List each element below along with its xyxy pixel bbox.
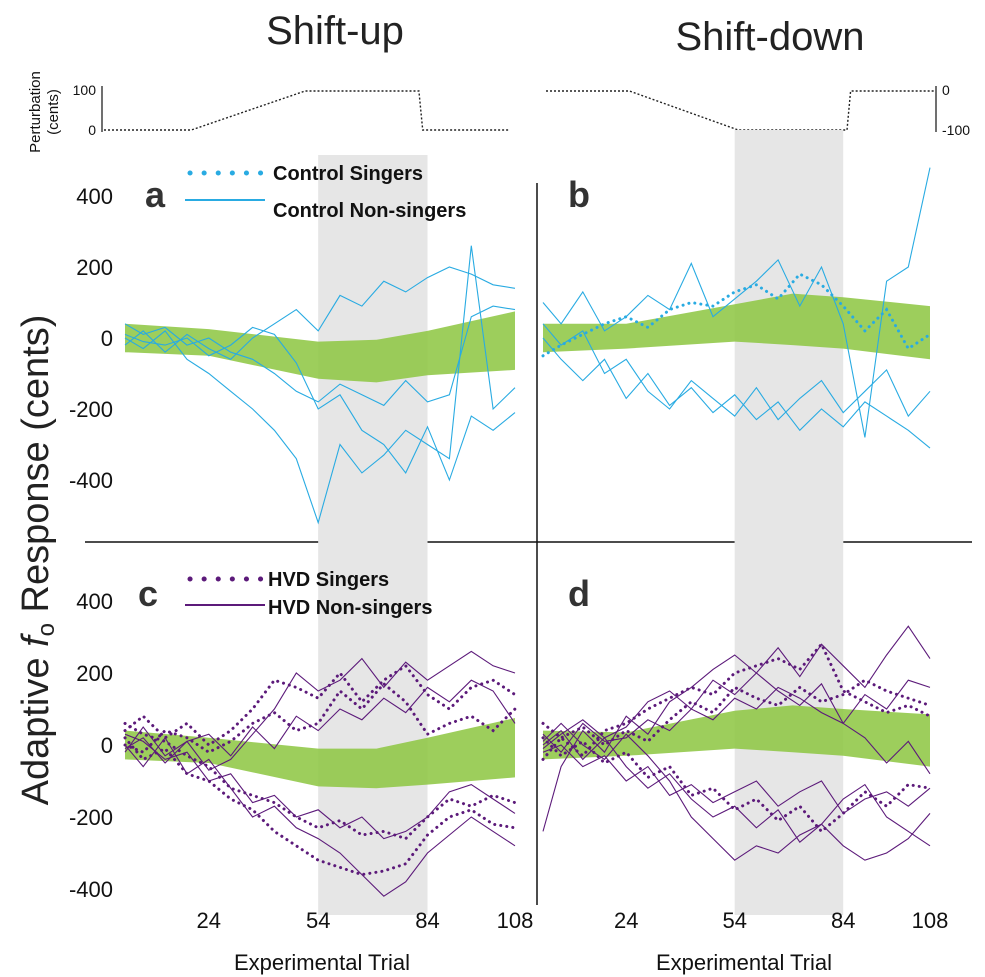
panel-c: [123, 530, 517, 915]
panel-letter-b: b: [568, 174, 590, 215]
legend-control: Control Singers Control Non-singers: [185, 163, 466, 222]
x-ticks-right: 24 54 84 108: [614, 908, 948, 933]
y-tick-label: -200: [69, 397, 113, 422]
series-line-d-8: [542, 672, 931, 775]
y-tick-label: -400: [69, 468, 113, 493]
column-title-shift-up: Shift-up: [266, 9, 404, 53]
legend-label-control-non-singers: Control Non-singers: [273, 200, 466, 222]
perturbation-label-line2: (cents): [45, 89, 62, 135]
series-line-d-0: [541, 641, 932, 761]
series-line-a-1: [124, 266, 516, 360]
x-tick-label: 84: [415, 908, 439, 933]
y-tick-label: -400: [69, 877, 113, 902]
series-line-c-2: [123, 663, 517, 747]
series-line-d-7: [542, 722, 931, 861]
x-tick-label: 24: [197, 908, 221, 933]
panel-d: [541, 530, 932, 915]
perturbation-axis-label: Perturbation (cents): [27, 71, 62, 153]
panel-b: [541, 130, 932, 545]
x-ticks-left: 24 54 84 108: [197, 908, 534, 933]
panel-a: [124, 155, 516, 540]
series-line-d-6: [542, 744, 931, 815]
normative-band: [125, 718, 515, 789]
y-tick-label: 0: [101, 326, 113, 351]
y-tick-label: 200: [76, 255, 113, 280]
series-line-c-7: [124, 679, 516, 764]
series-line-c-5: [124, 736, 516, 897]
legend-label-hvd-singers: HVD Singers: [268, 569, 389, 591]
series-line-c-3: [123, 681, 517, 754]
perturbation-tick-minus100: -100: [942, 122, 970, 138]
y-tick-label: 200: [76, 661, 113, 686]
y-tick-label: 400: [76, 184, 113, 209]
y-ticks-bottom: 400 200 0 -200 -400: [69, 589, 113, 902]
x-tick-label: 54: [722, 908, 746, 933]
x-axis-label-right: Experimental Trial: [656, 950, 832, 975]
perturbation-tick-0: 0: [88, 122, 96, 138]
x-tick-label: 24: [614, 908, 638, 933]
series-line-b-0: [541, 272, 932, 358]
y-ticks-top: 400 200 0 -200 -400: [69, 184, 113, 493]
legend-label-hvd-non-singers: HVD Non-singers: [268, 597, 432, 619]
normative-band: [543, 293, 930, 360]
normative-band: [125, 311, 515, 383]
series-line-b-1: [542, 167, 931, 438]
series-line-c-6: [124, 733, 516, 840]
series-line-d-1: [541, 736, 932, 834]
normative-band: [543, 705, 930, 767]
panel-letter-c: c: [138, 573, 158, 614]
panel-letter-a: a: [145, 174, 166, 215]
perturbation-trace: [546, 90, 934, 131]
perturbation-tick-100: 100: [73, 82, 97, 98]
series-line-b-3: [542, 323, 931, 421]
series-line-a-0: [124, 305, 516, 407]
y-axis-label: Adaptive fo Response (cents): [15, 315, 60, 806]
perturbation-label-line1: Perturbation: [27, 71, 44, 153]
y-tick-label: -200: [69, 805, 113, 830]
x-axis-label-left: Experimental Trial: [234, 950, 410, 975]
y-tick-label: 400: [76, 589, 113, 614]
perturbation-plot-shift-up: 100 0: [73, 82, 510, 138]
series-line-a-3: [124, 326, 516, 482]
x-tick-label: 108: [912, 908, 949, 933]
series-line-d-3: [542, 625, 931, 832]
legend-label-control-singers: Control Singers: [273, 163, 423, 185]
panel-letter-d: d: [568, 573, 590, 614]
series-line-d-5: [542, 679, 931, 754]
column-title-shift-down: Shift-down: [676, 15, 865, 59]
series-line-b-2: [542, 337, 931, 449]
legend-hvd: HVD Singers HVD Non-singers: [185, 569, 432, 619]
x-tick-label: 54: [306, 908, 330, 933]
y-tick-label: 0: [101, 733, 113, 758]
series-line-a-2: [124, 245, 516, 525]
perturbation-trace: [104, 90, 510, 131]
x-tick-label: 108: [497, 908, 534, 933]
perturbation-plot-shift-down: 0 -100: [546, 82, 970, 138]
perturbation-tick-0-right: 0: [942, 82, 950, 98]
x-tick-label: 84: [831, 908, 855, 933]
